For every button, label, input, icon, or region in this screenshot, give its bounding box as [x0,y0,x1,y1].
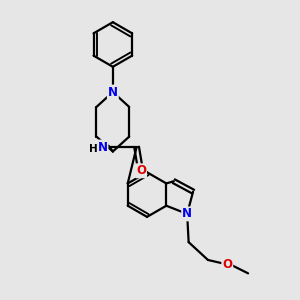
Text: N: N [98,140,107,154]
Text: O: O [222,258,232,271]
Text: N: N [182,207,192,220]
Text: O: O [136,164,146,177]
Text: H: H [89,143,98,154]
Text: N: N [108,85,118,98]
